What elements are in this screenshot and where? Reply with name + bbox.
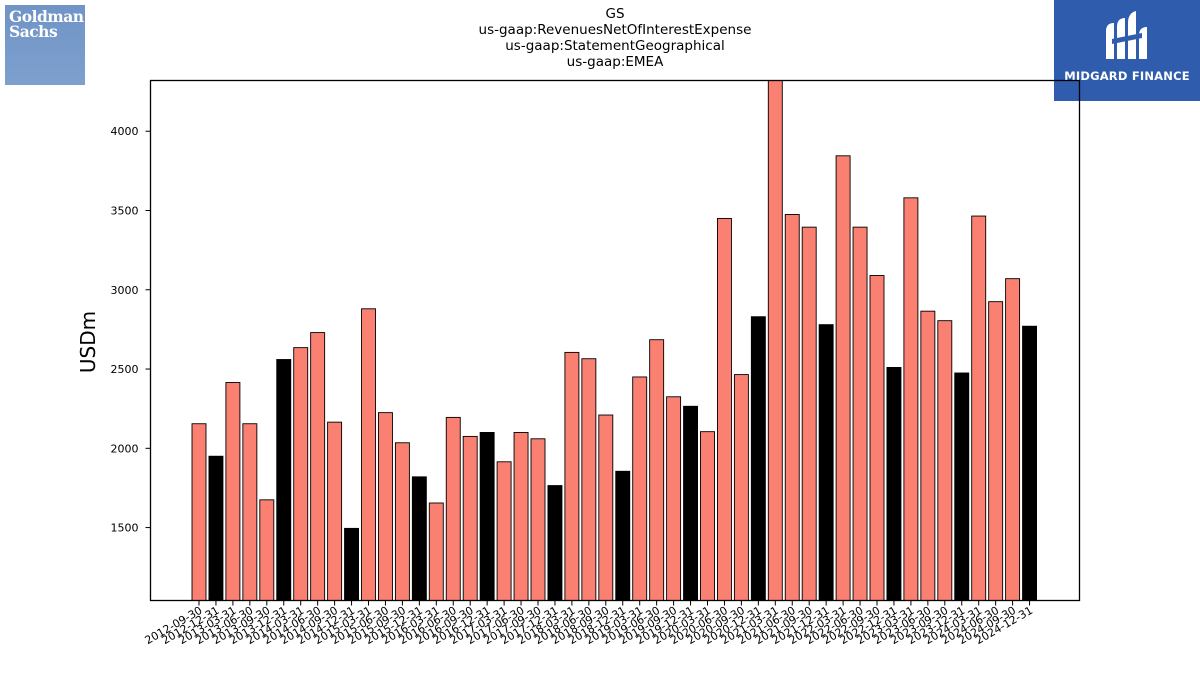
bar-2013-12-31 (276, 359, 292, 601)
bar-2016-09-30 (462, 435, 478, 601)
bar-2018-09-30 (598, 414, 614, 601)
bar-2019-12-31 (683, 405, 698, 601)
bar-2015-09-30 (394, 442, 410, 601)
bar-2016-06-30 (445, 416, 461, 601)
bar-2013-06-30 (242, 423, 258, 601)
logo-brand-text: MIDGARD FINANCE (1064, 69, 1190, 83)
y-axis: 1500 2000 2500 3000 3500 4000 (111, 125, 151, 535)
y-axis-label: USDm (76, 311, 100, 373)
bar-2019-06-30 (649, 339, 665, 601)
bar-2023-12-31 (954, 372, 970, 601)
bar-2024-09-30 (1005, 278, 1021, 601)
title-line-concept: us-gaap:RevenuesNetOfInterestExpense (478, 22, 752, 38)
bar-2022-09-30 (869, 275, 885, 601)
bars-group (191, 80, 1037, 601)
bar-2023-06-30 (920, 310, 936, 601)
title-line-member: us-gaap:EMEA (566, 54, 664, 70)
y-tick-label: 3500 (111, 205, 139, 218)
bar-2017-03-31 (496, 461, 512, 601)
logo-line-2: Sachs (9, 22, 58, 41)
bar-2015-12-31 (411, 476, 427, 601)
bar-2020-12-31 (750, 316, 766, 601)
bar-2022-06-30 (852, 226, 868, 601)
chart-title: GS us-gaap:RevenuesNetOfInterestExpense … (315, 6, 915, 70)
y-tick-label: 4000 (111, 125, 139, 138)
bar-2017-09-30 (530, 438, 546, 601)
bar-2021-03-31 (767, 80, 783, 601)
midgard-finance-logo: MIDGARD FINANCE (1054, 0, 1200, 101)
logo-line-1: Goldman (9, 7, 84, 26)
bar-2017-06-30 (513, 432, 529, 601)
bar-2023-09-30 (937, 320, 953, 601)
bar-2013-09-30 (259, 499, 275, 601)
bar-2016-03-31 (428, 502, 444, 601)
bar-2021-09-30 (801, 226, 817, 601)
title-line-axis: us-gaap:StatementGeographical (505, 38, 725, 54)
goldman-sachs-logo: Goldman Sachs (5, 5, 85, 85)
y-tick-label: 3000 (111, 284, 139, 297)
bar-2024-12-31 (1022, 325, 1037, 601)
y-tick-label: 1500 (111, 522, 139, 535)
bar-2013-03-31 (225, 382, 241, 601)
bar-2018-03-31 (564, 351, 580, 601)
bar-2014-12-31 (344, 527, 359, 601)
bar-2021-06-30 (784, 214, 800, 601)
bar-2020-09-30 (733, 374, 749, 601)
bar-2020-06-30 (717, 217, 732, 601)
bar-2016-12-31 (479, 432, 495, 601)
midgard-monogram-icon (1106, 11, 1147, 59)
bar-2018-06-30 (581, 358, 597, 601)
bar-2022-12-31 (886, 367, 902, 601)
bar-2019-03-31 (632, 376, 648, 601)
bar-2014-09-30 (327, 421, 343, 601)
title-line-ticker: GS (605, 6, 625, 22)
bar-2015-03-31 (361, 308, 376, 601)
bar-2015-06-30 (378, 412, 393, 601)
bar-2014-03-31 (293, 347, 309, 601)
bar-2024-03-31 (971, 215, 987, 601)
plot-frame (149, 79, 1081, 602)
bar-2024-06-30 (988, 301, 1004, 601)
y-tick-label: 2500 (111, 363, 139, 376)
bar-2020-03-31 (700, 431, 715, 601)
bar-2019-09-30 (666, 396, 682, 601)
bar-2012-12-31 (208, 455, 224, 601)
bar-2012-09-30 (191, 423, 207, 601)
x-axis: 2012-09-302012-12-312013-03-312013-06-30… (143, 600, 1035, 647)
bar-2023-03-31 (903, 197, 919, 601)
bar-2018-12-31 (615, 470, 631, 601)
bar-2021-12-31 (818, 324, 834, 601)
bar-2022-03-31 (835, 155, 851, 601)
bar-2014-06-30 (310, 332, 326, 601)
bar-2017-12-31 (547, 485, 563, 601)
y-tick-label: 2000 (111, 442, 139, 455)
